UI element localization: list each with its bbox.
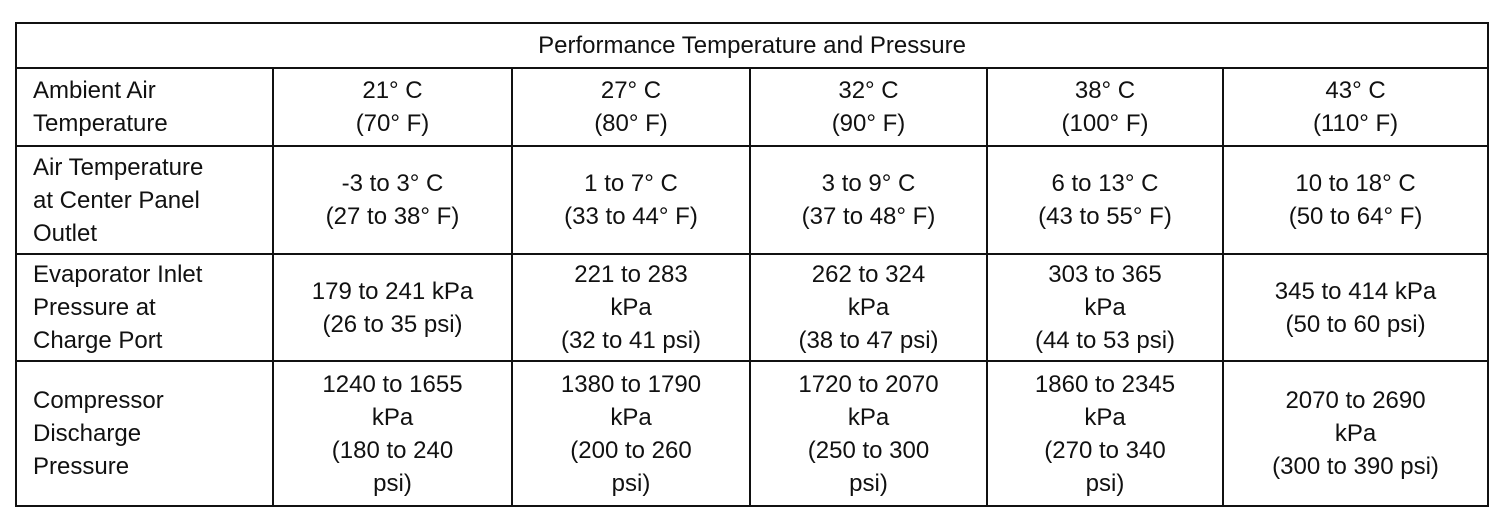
cell-line: (80° F)	[594, 110, 668, 137]
cell-line: 262 to 324	[811, 261, 926, 288]
cell-line: Pressure at	[33, 294, 156, 321]
cell-line: (270 to 340	[1044, 436, 1166, 464]
cell-line: (32 to 41 psi)	[560, 327, 702, 354]
table-cell: 38° C (100° F)	[986, 67, 1224, 147]
cell-line: at Center Panel	[33, 186, 200, 214]
cell-line: (50 to 64° F)	[1288, 203, 1423, 230]
cell-line: kPa	[1084, 403, 1126, 431]
table-cell: 3 to 9° C (37 to 48° F)	[749, 145, 988, 255]
cell-line: -3 to 3° C	[341, 170, 444, 197]
table-cell: 303 to 365 kPa (44 to 53 psi)	[986, 253, 1224, 362]
cell-line: 345 to 414 kPa	[1274, 277, 1437, 305]
table-wrap: Performance Temperature and Pressure Amb…	[14, 22, 1490, 507]
table-row: Evaporator Inlet Pressure at Charge Port 17…	[15, 253, 1490, 362]
row-label: Evaporator Inlet Pressure at Charge Port	[15, 253, 274, 362]
cell-line: (26 to 35 psi)	[322, 310, 463, 338]
cell-line: Temperature	[33, 110, 168, 137]
cell-line: Charge Port	[33, 327, 163, 354]
table-row: Ambient Air Temperature 21° C (70° F) 27° C (…	[15, 67, 1490, 147]
cell-line: (37 to 48° F)	[801, 203, 936, 230]
row-label: Air Temperature at Center Panel Outlet	[15, 145, 274, 255]
cell-line: 27° C	[600, 77, 662, 104]
cell-line: 1860 to 2345	[1034, 370, 1176, 398]
cell-line: (110° F)	[1312, 110, 1399, 137]
table-cell: 10 to 18° C (50 to 64° F)	[1221, 145, 1490, 255]
cell-line: 3 to 9° C	[821, 170, 916, 197]
cell-line: psi)	[1085, 469, 1125, 497]
cell-line: 43° C	[1325, 77, 1386, 104]
cell-line: 179 to 241 kPa	[311, 277, 474, 305]
cell-line: 6 to 13° C	[1051, 170, 1159, 197]
table-row: Compressor Discharge Pressure 1240 to 1655 k…	[15, 360, 1490, 507]
table-cell: 21° C (70° F)	[272, 67, 513, 147]
cell-line: kPa	[1084, 294, 1126, 321]
table-cell: 1860 to 2345 kPa (270 to 340 psi)	[986, 360, 1224, 507]
cell-line: kPa	[610, 294, 652, 321]
table-cell: 6 to 13° C (43 to 55° F)	[986, 145, 1224, 255]
title-row: Performance Temperature and Pressure	[14, 22, 1490, 69]
cell-line: (38 to 47 psi)	[798, 327, 939, 354]
table-cell: 1720 to 2070 kPa (250 to 300 psi)	[749, 360, 988, 507]
table-cell: 262 to 324 kPa (38 to 47 psi)	[749, 253, 988, 362]
cell-line: (200 to 260	[570, 436, 692, 464]
table-cell: 221 to 283 kPa (32 to 41 psi)	[511, 253, 751, 362]
cell-line: psi)	[373, 469, 412, 497]
table-cell: 1380 to 1790 kPa (200 to 260 psi)	[511, 360, 751, 507]
table-title: Performance Temperature and Pressure	[14, 22, 1490, 69]
cell-line: Air Temperature	[33, 153, 204, 181]
cell-line: 1240 to 1655	[322, 370, 463, 398]
cell-line: 32° C	[838, 77, 899, 104]
table-cell: 1 to 7° C (33 to 44° F)	[511, 145, 751, 255]
cell-line: 221 to 283	[574, 261, 688, 288]
cell-line: kPa	[847, 403, 890, 431]
cell-line: psi)	[849, 469, 888, 497]
cell-line: (43 to 55° F)	[1038, 203, 1172, 230]
cell-line: 38° C	[1074, 77, 1136, 104]
table-cell: 179 to 241 kPa (26 to 35 psi)	[272, 253, 513, 362]
table-row: Air Temperature at Center Panel Outlet -3 t…	[15, 145, 1490, 255]
table-cell: 43° C (110° F)	[1221, 67, 1490, 147]
cell-line: (27 to 38° F)	[325, 203, 460, 230]
cell-line: (180 to 240	[331, 436, 454, 464]
cell-line: (50 to 60 psi)	[1285, 310, 1426, 338]
row-label: Compressor Discharge Pressure	[15, 360, 274, 507]
cell-line: (33 to 44° F)	[564, 203, 698, 230]
cell-line: kPa	[847, 294, 890, 321]
cell-line: (100° F)	[1061, 110, 1149, 137]
cell-line: 2070 to 2690	[1285, 387, 1426, 414]
table-cell: 1240 to 1655 kPa (180 to 240 psi)	[272, 360, 513, 507]
cell-line: (250 to 300	[807, 436, 930, 464]
cell-line: psi)	[611, 469, 651, 497]
cell-line: Ambient Air	[33, 77, 156, 104]
cell-line: Pressure	[33, 453, 130, 480]
cell-line: kPa	[1334, 420, 1377, 447]
cell-line: kPa	[371, 403, 414, 431]
table-cell: 32° C (90° F)	[749, 67, 988, 147]
cell-line: 10 to 18° C	[1295, 170, 1416, 197]
cell-line: Outlet	[33, 219, 98, 247]
cell-line: 303 to 365	[1048, 261, 1162, 288]
cell-line: (90° F)	[831, 110, 906, 137]
cell-line: 1720 to 2070	[798, 370, 939, 398]
cell-line: Evaporator Inlet	[33, 261, 203, 288]
table-cell: 345 to 414 kPa (50 to 60 psi)	[1221, 253, 1490, 362]
cell-line: kPa	[610, 403, 652, 431]
cell-line: Discharge	[33, 420, 142, 447]
cell-line: 21° C	[362, 77, 423, 104]
row-label: Ambient Air Temperature	[15, 67, 274, 147]
cell-line: 1 to 7° C	[584, 170, 678, 197]
table-cell: 2070 to 2690 kPa (300 to 390 psi)	[1221, 360, 1490, 507]
table-cell: 27° C (80° F)	[511, 67, 751, 147]
cell-line: (44 to 53 psi)	[1034, 327, 1176, 354]
cell-line: 1380 to 1790	[560, 370, 702, 398]
table-cell: -3 to 3° C (27 to 38° F)	[272, 145, 513, 255]
cell-line: Compressor	[33, 387, 164, 414]
table: Performance Temperature and Pressure Amb…	[14, 22, 1490, 507]
cell-line: (70° F)	[355, 110, 430, 137]
table-body: Performance Temperature and Pressure Amb…	[14, 22, 1490, 507]
cell-line: (300 to 390 psi)	[1272, 453, 1439, 480]
